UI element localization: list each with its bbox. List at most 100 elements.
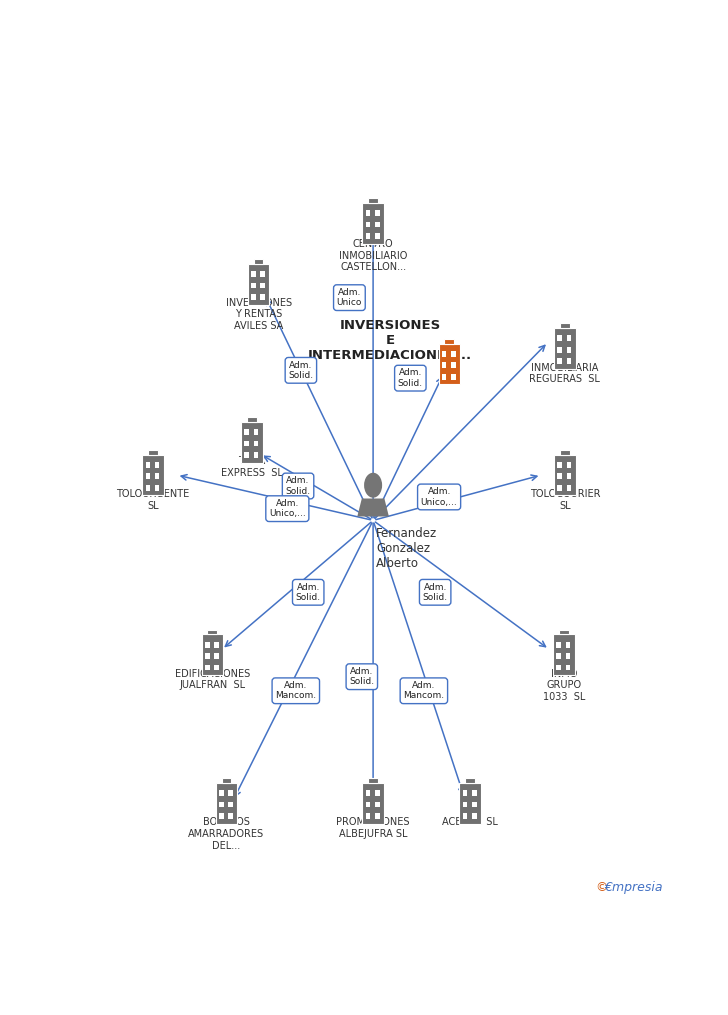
Bar bbox=[245, 452, 249, 458]
Bar bbox=[566, 654, 570, 659]
Bar bbox=[462, 813, 467, 819]
Bar bbox=[556, 665, 561, 670]
Bar bbox=[462, 791, 467, 796]
Bar bbox=[442, 351, 446, 356]
Bar bbox=[214, 665, 218, 670]
Text: TOLOURGENTE
SL: TOLOURGENTE SL bbox=[116, 489, 190, 511]
Bar bbox=[155, 485, 159, 490]
Bar bbox=[558, 358, 562, 364]
Polygon shape bbox=[357, 498, 389, 517]
Circle shape bbox=[364, 473, 382, 497]
Text: ©: © bbox=[595, 881, 607, 894]
Text: Adm.
Solid.: Adm. Solid. bbox=[285, 476, 311, 495]
Bar bbox=[375, 802, 379, 807]
Bar bbox=[451, 362, 456, 368]
Bar bbox=[375, 813, 379, 819]
Text: TOUR
EXPRESS  SL: TOUR EXPRESS SL bbox=[221, 457, 282, 478]
Bar bbox=[261, 294, 265, 299]
Bar bbox=[253, 452, 258, 458]
Text: Adm.
Solid.: Adm. Solid. bbox=[397, 368, 423, 388]
Text: PROMOCIONES
ALBEJUFRA SL: PROMOCIONES ALBEJUFRA SL bbox=[336, 817, 410, 839]
Bar bbox=[375, 233, 379, 239]
Bar bbox=[365, 802, 371, 807]
Bar bbox=[442, 374, 446, 380]
Bar bbox=[215, 783, 237, 823]
Bar bbox=[560, 450, 570, 455]
Bar bbox=[375, 791, 379, 796]
Bar bbox=[155, 473, 159, 479]
Bar bbox=[146, 462, 150, 468]
Text: €mpresia: €mpresia bbox=[604, 881, 663, 894]
Bar bbox=[219, 813, 223, 819]
Bar bbox=[214, 654, 218, 659]
Bar bbox=[459, 783, 481, 823]
Bar bbox=[245, 441, 249, 447]
Bar bbox=[558, 462, 562, 468]
Bar bbox=[205, 654, 210, 659]
Text: Adm.
Unico: Adm. Unico bbox=[337, 288, 362, 308]
Bar bbox=[251, 294, 256, 299]
Bar bbox=[146, 485, 150, 490]
Bar bbox=[556, 654, 561, 659]
Bar bbox=[368, 198, 378, 203]
Bar bbox=[472, 802, 477, 807]
Bar bbox=[261, 271, 265, 277]
Bar bbox=[560, 323, 570, 328]
Bar bbox=[438, 344, 460, 385]
Text: Adm.
Mancom.: Adm. Mancom. bbox=[403, 681, 444, 700]
Bar bbox=[261, 283, 265, 288]
Bar bbox=[221, 779, 232, 783]
Bar bbox=[472, 813, 477, 819]
Text: Adm.
Solid.: Adm. Solid. bbox=[349, 667, 374, 686]
Bar bbox=[365, 791, 371, 796]
Bar bbox=[214, 641, 218, 648]
Text: INVERSIONES
E
INTERMEDIACIONES...: INVERSIONES E INTERMEDIACIONES... bbox=[308, 319, 472, 362]
Bar bbox=[365, 813, 371, 819]
Bar bbox=[566, 641, 570, 648]
Bar bbox=[251, 283, 256, 288]
Bar bbox=[205, 641, 210, 648]
Bar bbox=[556, 641, 561, 648]
Bar bbox=[465, 779, 475, 783]
Bar bbox=[143, 455, 164, 495]
Text: TOLOCOURIER
SL: TOLOCOURIER SL bbox=[530, 489, 600, 511]
Bar bbox=[554, 455, 576, 495]
Bar bbox=[558, 473, 562, 479]
Bar bbox=[149, 450, 158, 455]
Bar bbox=[363, 203, 384, 244]
Bar bbox=[202, 634, 223, 675]
Text: INMO
GRUPO
1033  SL: INMO GRUPO 1033 SL bbox=[542, 669, 585, 702]
Bar bbox=[558, 347, 562, 352]
Bar bbox=[363, 783, 384, 823]
Bar bbox=[442, 362, 446, 368]
Bar bbox=[219, 791, 223, 796]
Bar bbox=[444, 339, 454, 344]
Bar bbox=[566, 665, 570, 670]
Text: Fernandez
Gonzalez
Alberto: Fernandez Gonzalez Alberto bbox=[376, 527, 438, 569]
Bar bbox=[365, 233, 371, 239]
Text: EDIFICACIONES
JUALFRAN  SL: EDIFICACIONES JUALFRAN SL bbox=[175, 669, 250, 690]
Bar bbox=[554, 328, 576, 368]
Bar bbox=[566, 485, 571, 490]
Bar bbox=[155, 462, 159, 468]
Bar bbox=[566, 473, 571, 479]
Bar bbox=[248, 264, 269, 304]
Bar bbox=[566, 335, 571, 341]
Bar bbox=[566, 358, 571, 364]
Text: Adm.
Solid.: Adm. Solid. bbox=[422, 583, 448, 602]
Bar bbox=[553, 634, 574, 675]
Bar bbox=[558, 485, 562, 490]
Bar bbox=[251, 271, 256, 277]
Bar bbox=[247, 417, 257, 422]
Bar bbox=[254, 259, 264, 264]
Text: Adm.
Unico,...: Adm. Unico,... bbox=[269, 499, 306, 519]
Bar bbox=[228, 802, 233, 807]
Text: INVERSIONES
Y RENTAS
AVILES SA: INVERSIONES Y RENTAS AVILES SA bbox=[226, 297, 292, 331]
Bar bbox=[365, 210, 371, 216]
Bar bbox=[375, 221, 379, 227]
Bar bbox=[253, 441, 258, 447]
Bar bbox=[241, 422, 263, 463]
Bar bbox=[451, 374, 456, 380]
Text: BOTEROS
AMARRADORES
DEL...: BOTEROS AMARRADORES DEL... bbox=[189, 817, 264, 851]
Bar bbox=[219, 802, 223, 807]
